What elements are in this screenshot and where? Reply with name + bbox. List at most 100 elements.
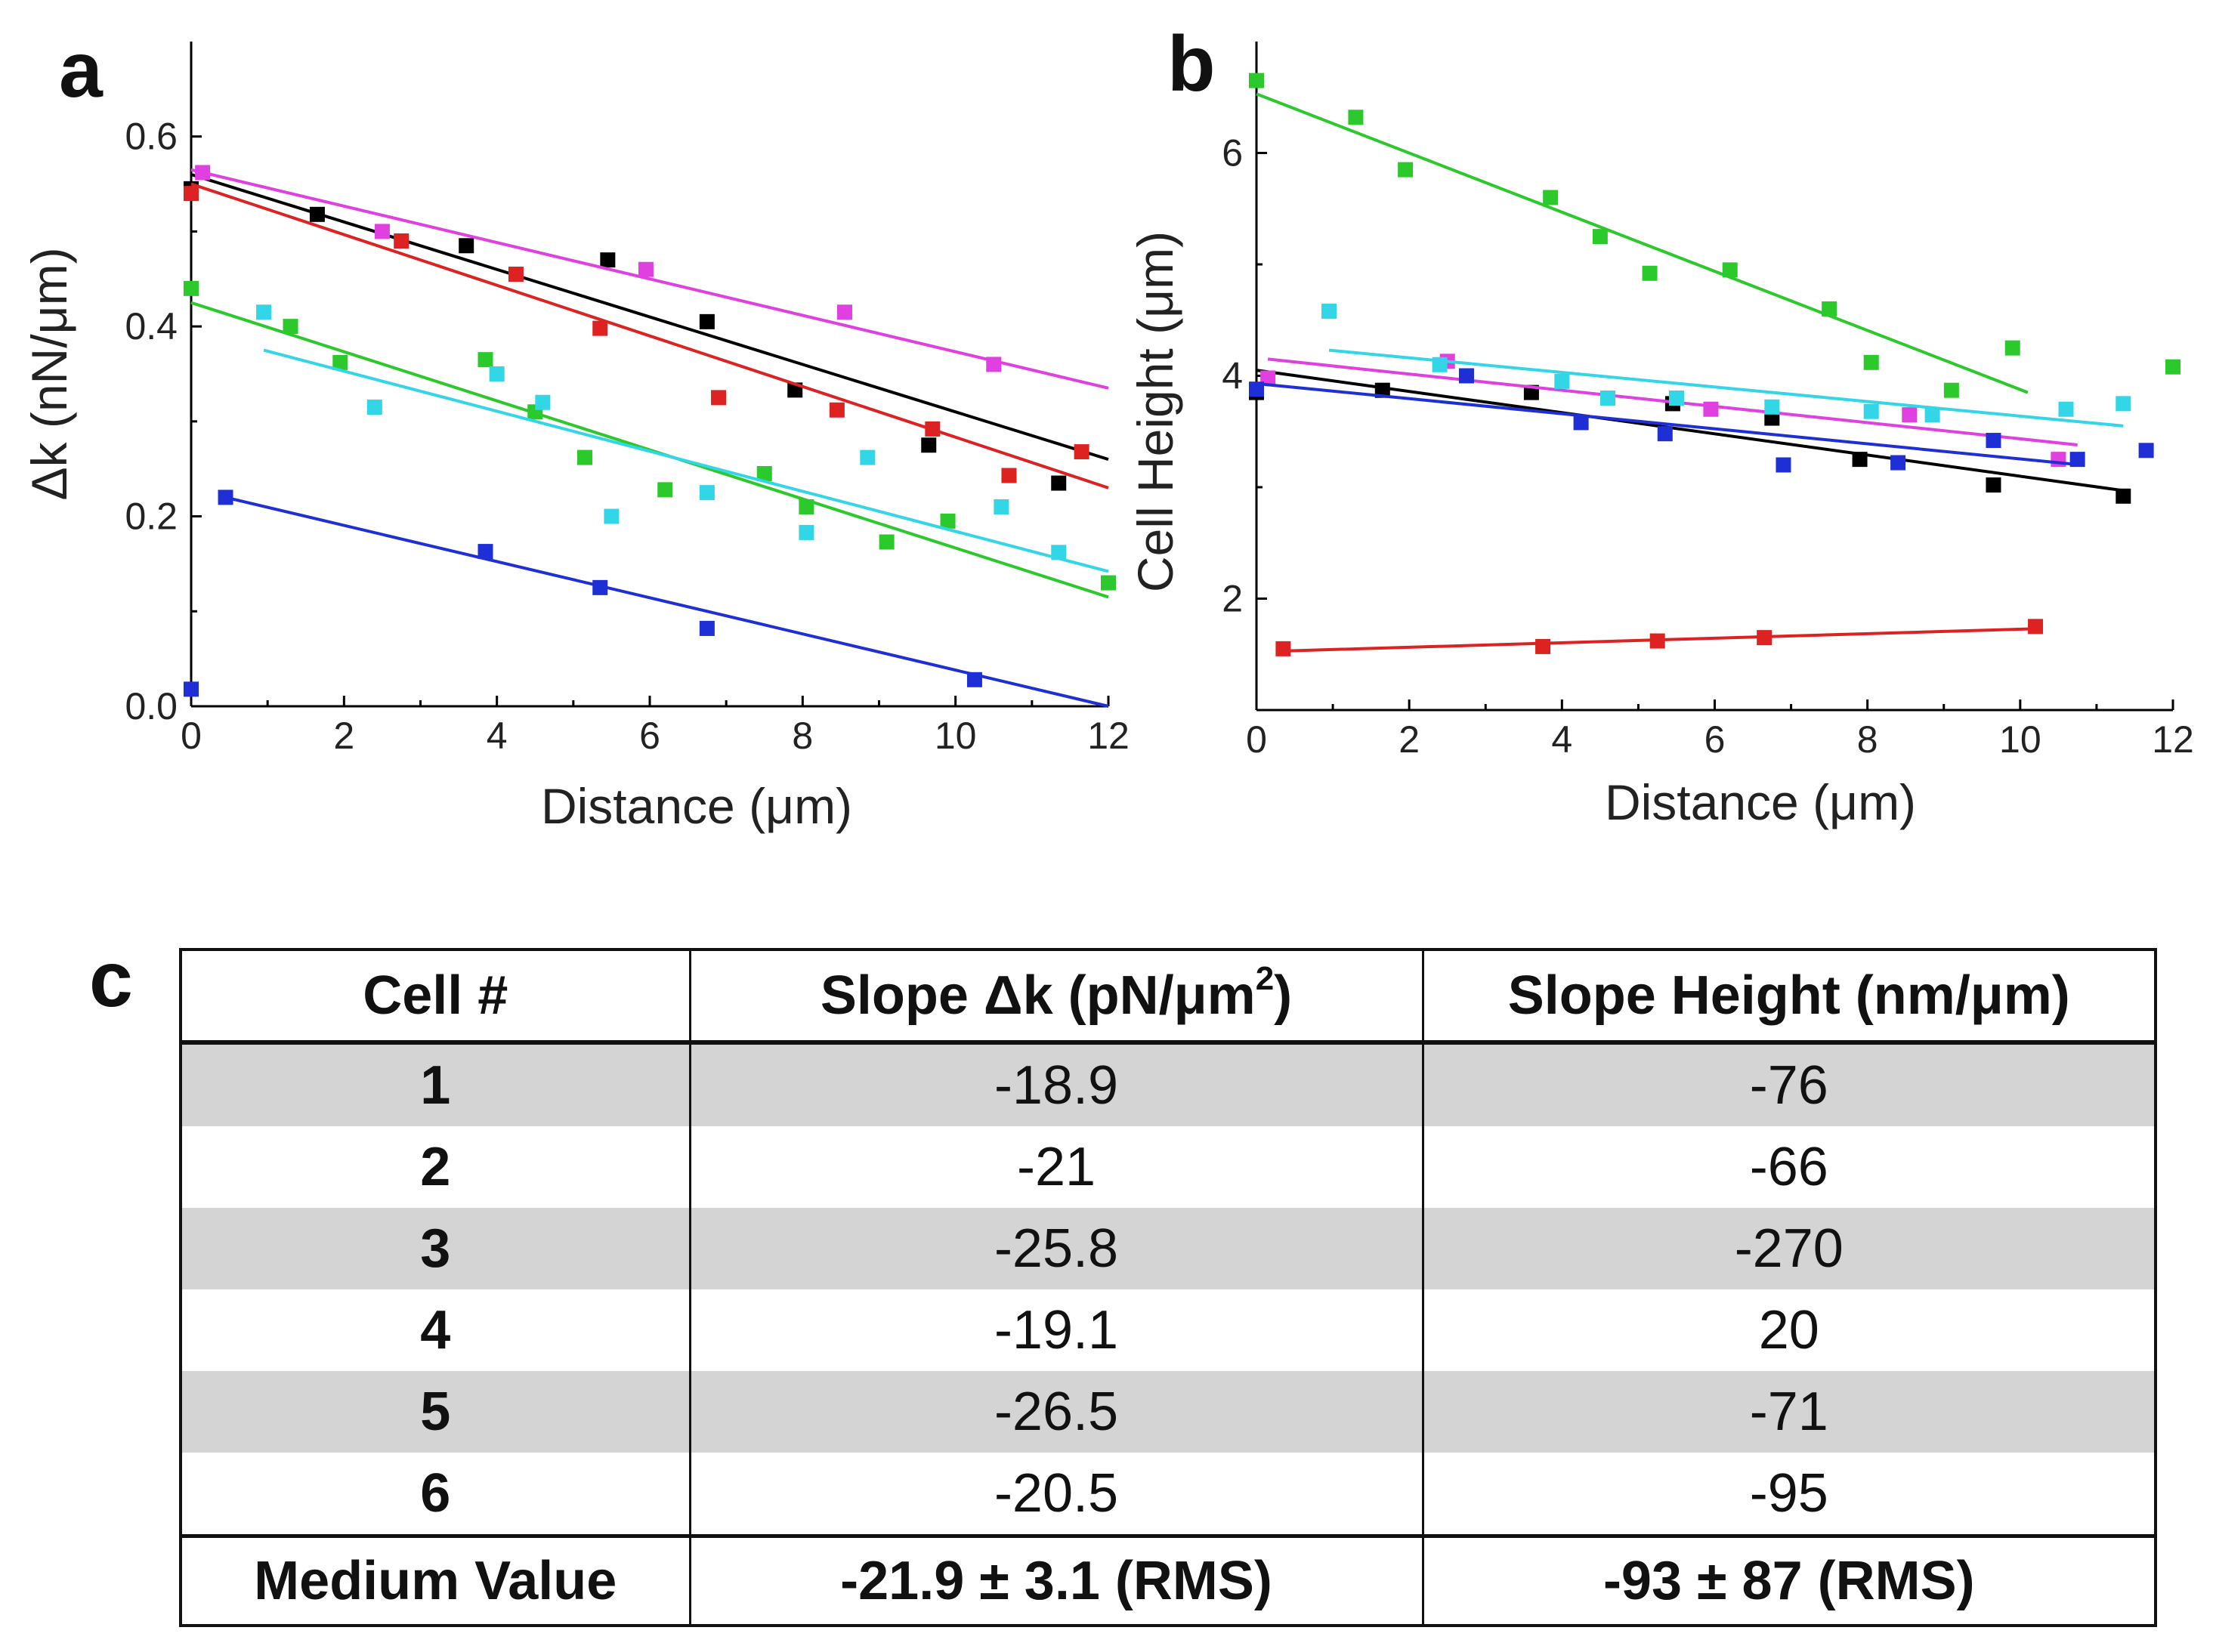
data-point-series-4: [1348, 110, 1364, 125]
data-point-series-5: [1764, 399, 1780, 415]
data-point-series-6: [218, 489, 233, 505]
x-tick-label: 12: [2152, 718, 2194, 761]
data-point-series-4: [1249, 73, 1264, 88]
x-tick-label: 6: [1704, 718, 1726, 761]
x-tick-label: 10: [1999, 718, 2041, 761]
data-point-series-1: [1986, 477, 2001, 493]
data-point-series-4: [1592, 229, 1608, 245]
x-tick-label: 4: [1551, 718, 1572, 761]
y-axis-label: Cell Height (μm): [1127, 231, 1183, 592]
x-tick-label: 0: [1246, 718, 1267, 761]
data-point-series-5: [1554, 373, 1570, 389]
cell-number: 5: [181, 1371, 690, 1453]
data-point-series-4: [283, 319, 298, 335]
data-point-series-6: [1890, 455, 1906, 471]
data-point-series-1: [699, 313, 715, 329]
data-point-series-4: [1101, 575, 1116, 591]
data-point-series-4: [1642, 265, 1658, 281]
data-point-series-4: [1543, 190, 1559, 205]
y-axis-label: Δk (nN/μm): [21, 247, 77, 500]
data-point-series-2: [925, 421, 941, 437]
data-point-series-6: [1776, 457, 1791, 473]
data-point-series-5: [2116, 396, 2131, 412]
data-point-series-4: [1863, 354, 1879, 370]
header-slope-height: Slope Height (nm/μm): [1421, 950, 2156, 1045]
data-point-series-6: [1657, 426, 1673, 442]
data-point-series-2: [711, 390, 727, 406]
panel-letter-a: a: [59, 26, 104, 114]
header-cell-number: Cell #: [181, 950, 690, 1045]
data-point-series-5: [2058, 401, 2074, 417]
data-point-series-5: [699, 485, 715, 501]
x-tick-label: 2: [1399, 718, 1420, 761]
data-point-series-1: [1051, 475, 1067, 491]
data-point-series-6: [1986, 433, 2001, 449]
x-tick-label: 2: [333, 715, 354, 757]
data-point-series-1: [1374, 382, 1390, 398]
x-tick-label: 12: [1087, 715, 1130, 757]
data-point-series-2: [184, 186, 199, 202]
data-point-series-6: [2138, 443, 2154, 459]
table-row: 5 -26.5 -71: [181, 1371, 2156, 1453]
panel-letter-b: b: [1167, 20, 1216, 108]
data-point-series-4: [756, 466, 772, 481]
fit-line-series-1: [190, 173, 1109, 462]
y-tick-label: 2: [1222, 578, 1243, 620]
data-point-series-5: [535, 394, 551, 410]
data-point-series-2: [1649, 633, 1665, 649]
data-point-series-5: [1863, 403, 1879, 419]
data-point-series-4: [1943, 382, 1959, 398]
data-point-series-4: [657, 482, 673, 498]
fit-line-series-6: [1256, 381, 2082, 467]
data-point-series-5: [860, 449, 876, 465]
data-point-series-5: [489, 366, 505, 381]
data-point-series-3: [374, 224, 390, 239]
y-tick-label: 0.0: [125, 685, 178, 727]
data-point-series-6: [184, 681, 199, 697]
fit-line-series-3: [190, 168, 1109, 390]
cell-slope-height: -76: [1421, 1042, 2156, 1126]
x-axis-label: Distance (μm): [1605, 774, 1916, 830]
header-slope-dk: Slope Δk (pN/μm2): [688, 950, 1423, 1045]
table-row: 4 -19.1 20: [181, 1289, 2156, 1371]
data-point-series-2: [1535, 638, 1551, 654]
data-point-series-1: [600, 252, 616, 268]
data-point-series-5: [1924, 407, 1940, 423]
data-point-series-1: [459, 238, 474, 254]
data-point-series-5: [256, 304, 272, 320]
data-point-series-2: [592, 320, 608, 336]
data-point-series-1: [921, 437, 937, 453]
y-tick-label: 4: [1222, 355, 1243, 397]
x-tick-label: 4: [487, 715, 508, 757]
data-point-series-1: [309, 206, 325, 222]
cell-slope-height: -71: [1421, 1371, 2156, 1453]
fit-line-series-4: [1256, 92, 2029, 394]
cell-slope-dk: -18.9: [688, 1042, 1423, 1126]
figure-plots: a b 0 2 4 6 8 10 12 0.0 0.2 0.4 0.6 Distance (μm) Δk…: [21, 20, 2194, 834]
data-point-series-2: [1001, 468, 1017, 483]
y-tick-label: 0.6: [125, 116, 178, 158]
x-axis-label: Distance (μm): [541, 778, 852, 834]
data-point-series-2: [508, 267, 524, 282]
cell-number: 1: [181, 1042, 690, 1126]
data-point-series-4: [2004, 340, 2020, 356]
header-slope-dk-text: Slope Δk (pN/μm: [820, 965, 1256, 1026]
data-point-series-4: [184, 280, 199, 296]
data-point-series-6: [966, 672, 982, 687]
table-row: 1 -18.9 -76: [181, 1042, 2156, 1126]
data-point-series-4: [577, 449, 593, 465]
slope-table: Cell # Slope Δk (pN/μm2) Slope Height (n…: [179, 948, 2157, 1627]
fit-line-series-5: [1328, 348, 2124, 428]
cell-slope-dk: -26.5: [688, 1371, 1423, 1453]
data-point-series-6: [1573, 415, 1589, 431]
table-summary-row: Medium Value -21.9 ± 3.1 (RMS) -93 ± 87 (R…: [181, 1534, 2156, 1626]
data-point-series-4: [1398, 162, 1414, 178]
data-point-series-6: [1458, 368, 1474, 384]
data-point-series-5: [366, 400, 382, 415]
data-point-series-2: [1074, 444, 1089, 460]
x-tick-label: 8: [1857, 718, 1878, 761]
fit-line-series-6: [225, 496, 1109, 708]
data-point-series-2: [829, 402, 845, 418]
data-point-series-3: [986, 357, 1002, 372]
table-row: 3 -25.8 -270: [181, 1208, 2156, 1289]
